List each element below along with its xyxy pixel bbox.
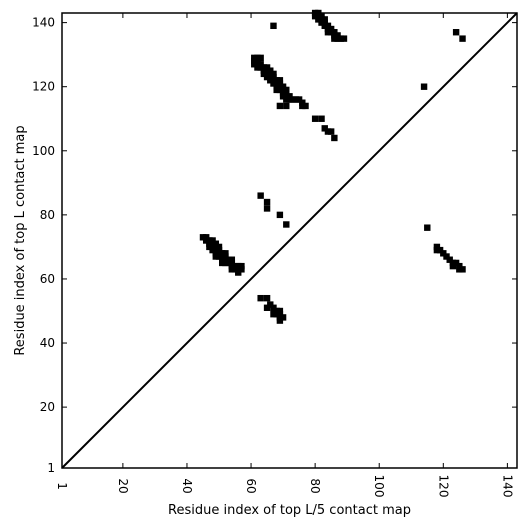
x-tick-label: 80 — [308, 478, 322, 493]
x-axis-label: Residue index of top L/5 contact map — [168, 503, 411, 518]
contact-cell — [424, 224, 431, 231]
x-tick-label: 120 — [436, 475, 450, 498]
contact-cell — [263, 198, 271, 206]
contact-cell — [215, 253, 223, 260]
y-tick-label: 60 — [40, 272, 55, 286]
x-tick-label: 140 — [500, 475, 514, 498]
contact-cells — [199, 9, 466, 324]
contact-cell — [449, 262, 457, 270]
contact-cell — [235, 269, 242, 276]
contact-cell — [318, 115, 325, 122]
contact-cell — [263, 294, 271, 302]
y-tick-label: 20 — [40, 400, 55, 414]
contact-cell — [315, 16, 322, 23]
contact-cell — [260, 70, 268, 78]
y-tick-label: 100 — [32, 144, 55, 158]
y-tick-label: 120 — [32, 80, 55, 94]
y-axis-label: Residue index of top L contact map — [13, 125, 28, 355]
contact-cell — [238, 266, 245, 273]
contact-cell — [459, 266, 466, 273]
contact-cell — [302, 102, 309, 110]
x-tick-label: 100 — [372, 475, 386, 498]
contact-cell — [283, 89, 290, 97]
contact-cell — [459, 35, 466, 42]
contact-cell — [331, 134, 338, 142]
plot-frame — [61, 12, 518, 469]
contact-cell — [340, 35, 348, 42]
y-tick-label: 1 — [47, 461, 55, 475]
contact-cell — [270, 22, 277, 30]
x-tick-label: 40 — [180, 478, 194, 493]
contact-cell — [276, 102, 284, 110]
y-tick-label: 80 — [40, 208, 55, 222]
x-tick-label: 1 — [55, 482, 69, 490]
contact-cell — [331, 29, 338, 36]
contact-cell — [420, 83, 428, 90]
y-tick-label: 40 — [40, 336, 55, 350]
contact-cell — [283, 102, 290, 110]
x-axis-ticks: 1 20 40 60 80 100 120 140 — [55, 13, 514, 497]
x-tick-label: 20 — [116, 478, 130, 493]
contact-cell — [257, 192, 264, 199]
contact-cell — [283, 221, 290, 228]
x-tick-label: 60 — [244, 478, 258, 493]
contact-cell — [263, 205, 271, 212]
contact-cell — [452, 29, 460, 36]
diagonal-line — [61, 12, 518, 469]
contact-cell — [311, 115, 319, 122]
contact-cell — [257, 294, 264, 302]
contact-cell — [276, 317, 284, 324]
contact-cell — [270, 73, 277, 81]
contact-cell — [254, 57, 261, 65]
contact-cell — [276, 211, 284, 219]
y-tick-label: 140 — [32, 16, 55, 30]
contact-cell — [327, 128, 335, 135]
